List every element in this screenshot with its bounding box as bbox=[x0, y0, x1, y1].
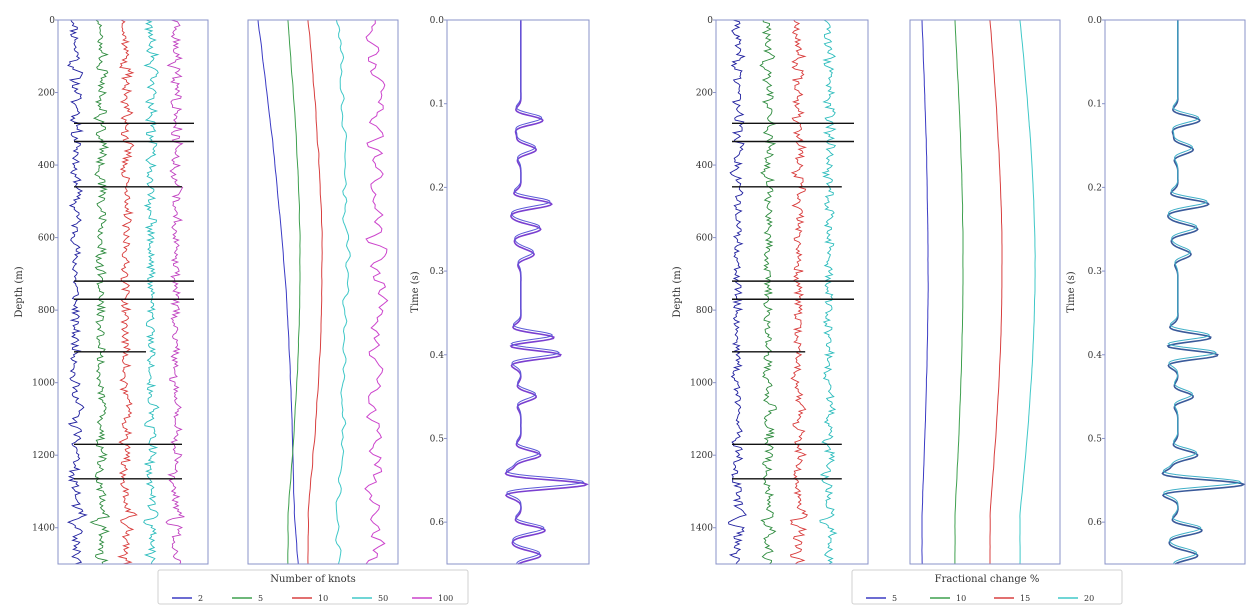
log-track-line bbox=[143, 19, 160, 565]
y-tick-label: 400 bbox=[696, 161, 713, 171]
yticks-left: 0 200 400 600 800 1000 1200 1400 bbox=[32, 16, 58, 534]
log-track-line bbox=[789, 19, 809, 565]
seismogram-trace bbox=[1162, 20, 1242, 565]
y-tick-label: 600 bbox=[38, 234, 55, 244]
curve-line bbox=[257, 19, 299, 565]
seis-right bbox=[1161, 20, 1246, 565]
axes-frame bbox=[446, 19, 590, 565]
ylabel-depth-right: Depth (m) bbox=[672, 266, 683, 317]
y-tick-label: 400 bbox=[38, 161, 55, 171]
y-tick-label: 0 bbox=[707, 16, 713, 26]
seismogram-trace bbox=[1161, 20, 1246, 565]
y-tick-label: 600 bbox=[696, 234, 713, 244]
panel-seismogram-right: 0.0 0.1 0.2 0.3 0.4 0.5 0.6 Time (s) bbox=[1066, 16, 1246, 565]
curve-line bbox=[921, 19, 929, 565]
panel-log-tracks-left: 0 200 400 600 800 1000 1200 1400 Depth (m) bbox=[14, 16, 209, 565]
legend-knots: Number of knots 2 5 10 50 100 bbox=[157, 569, 469, 605]
seismogram-trace bbox=[505, 20, 585, 565]
log-track-line bbox=[759, 19, 778, 565]
curve-line bbox=[364, 19, 389, 565]
y-tick-label: 0.5 bbox=[430, 434, 445, 444]
y-tick-label: 0.4 bbox=[1088, 351, 1103, 361]
y-tick-label: 0.1 bbox=[430, 100, 444, 110]
y-tick-label: 200 bbox=[696, 89, 713, 99]
y-tick-label: 1400 bbox=[690, 524, 713, 534]
legend-label: 50 bbox=[378, 594, 388, 603]
axes-frame bbox=[247, 19, 399, 565]
legend-frac: Fractional change % 5 10 15 20 bbox=[851, 569, 1123, 605]
yticks-right: 0 200 400 600 800 1000 1200 1400 bbox=[690, 16, 716, 534]
ylabel-time-left: Time (s) bbox=[410, 271, 421, 312]
panel-seismogram-left: 0.0 0.1 0.2 0.3 0.4 0.5 0.6 Time (s) bbox=[410, 16, 590, 565]
legend-label: 5 bbox=[258, 594, 263, 603]
curves-right bbox=[921, 19, 1036, 565]
ylabel-time-right: Time (s) bbox=[1066, 271, 1077, 312]
y-tick-label: 1200 bbox=[32, 451, 55, 461]
legend-title: Number of knots bbox=[270, 574, 356, 585]
axes-frame bbox=[715, 19, 869, 565]
y-tick-label: 0.6 bbox=[1088, 518, 1103, 528]
y-tick-label: 0 bbox=[49, 16, 55, 26]
y-tick-label: 800 bbox=[696, 306, 713, 316]
tticks-right: 0.0 0.1 0.2 0.3 0.4 0.5 0.6 bbox=[1088, 16, 1105, 528]
log-track-line bbox=[819, 19, 838, 565]
curve-line bbox=[989, 19, 1003, 564]
y-tick-label: 0.3 bbox=[430, 267, 445, 277]
tracks-left bbox=[66, 19, 185, 565]
panel-frac-curves-right bbox=[909, 19, 1061, 565]
y-tick-label: 0.2 bbox=[1088, 183, 1102, 193]
legend-entries-left: 2 5 10 50 100 bbox=[172, 594, 453, 603]
curve-line bbox=[287, 19, 301, 565]
y-tick-label: 0.6 bbox=[430, 518, 445, 528]
y-tick-label: 0.0 bbox=[1088, 16, 1103, 26]
axes-frame bbox=[909, 19, 1061, 565]
legend-label: 10 bbox=[956, 594, 966, 603]
y-tick-label: 0.2 bbox=[430, 183, 444, 193]
curve-line bbox=[307, 19, 323, 565]
legend-entries-right: 5 10 15 20 bbox=[866, 594, 1094, 603]
legend-title: Fractional change % bbox=[935, 574, 1040, 585]
legend-label: 20 bbox=[1084, 594, 1094, 603]
y-tick-label: 0.4 bbox=[430, 351, 445, 361]
y-tick-label: 800 bbox=[38, 306, 55, 316]
tticks-left: 0.0 0.1 0.2 0.3 0.4 0.5 0.6 bbox=[430, 16, 447, 528]
blocks-right bbox=[732, 122, 854, 480]
axes-frame bbox=[1104, 19, 1246, 565]
y-tick-label: 0.5 bbox=[1088, 434, 1103, 444]
legend-frame bbox=[157, 569, 469, 605]
log-track-line bbox=[89, 19, 111, 565]
legend-label: 5 bbox=[892, 594, 897, 603]
log-track-line bbox=[66, 19, 88, 565]
tracks-right bbox=[728, 19, 838, 565]
blocks-left bbox=[74, 122, 194, 480]
curve-line bbox=[335, 19, 351, 565]
y-tick-label: 0.1 bbox=[1088, 100, 1102, 110]
y-tick-label: 1400 bbox=[32, 524, 55, 534]
curve-line bbox=[954, 19, 964, 564]
legend-frame bbox=[851, 569, 1123, 605]
legend-label: 2 bbox=[198, 594, 203, 603]
y-tick-label: 1000 bbox=[32, 379, 55, 389]
axes-frame bbox=[57, 19, 209, 565]
y-tick-label: 0.0 bbox=[430, 16, 445, 26]
panel-knot-curves-left bbox=[247, 19, 399, 565]
legend-label: 10 bbox=[318, 594, 328, 603]
log-track-line bbox=[117, 19, 138, 565]
log-track-line bbox=[728, 19, 747, 565]
legend-label: 100 bbox=[438, 594, 453, 603]
legend-label: 15 bbox=[1020, 594, 1030, 603]
panel-log-tracks-right: 0 200 400 600 800 1000 1200 1400 Depth (m) bbox=[672, 16, 869, 565]
y-tick-label: 0.3 bbox=[1088, 267, 1103, 277]
ylabel-depth-left: Depth (m) bbox=[14, 266, 25, 317]
y-tick-label: 200 bbox=[38, 89, 55, 99]
log-track-line bbox=[165, 19, 185, 565]
y-tick-label: 1200 bbox=[690, 451, 713, 461]
curve-line bbox=[1019, 19, 1036, 565]
curves-left bbox=[257, 19, 389, 565]
seis-left bbox=[504, 20, 589, 565]
y-tick-label: 1000 bbox=[690, 379, 713, 389]
seismogram-trace bbox=[504, 20, 589, 565]
